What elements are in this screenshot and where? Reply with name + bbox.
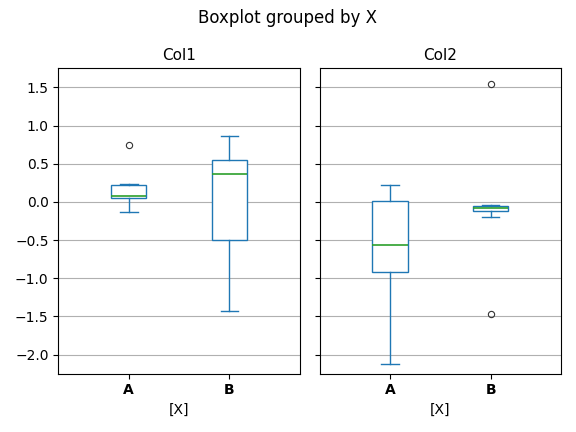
Title: Col2: Col2 bbox=[423, 48, 457, 63]
PathPatch shape bbox=[111, 185, 146, 198]
X-axis label: [X]: [X] bbox=[169, 403, 190, 417]
Text: Boxplot grouped by X: Boxplot grouped by X bbox=[199, 9, 377, 27]
PathPatch shape bbox=[473, 206, 508, 211]
X-axis label: [X]: [X] bbox=[430, 403, 450, 417]
PathPatch shape bbox=[212, 160, 247, 240]
PathPatch shape bbox=[373, 201, 408, 272]
Title: Col1: Col1 bbox=[162, 48, 196, 63]
